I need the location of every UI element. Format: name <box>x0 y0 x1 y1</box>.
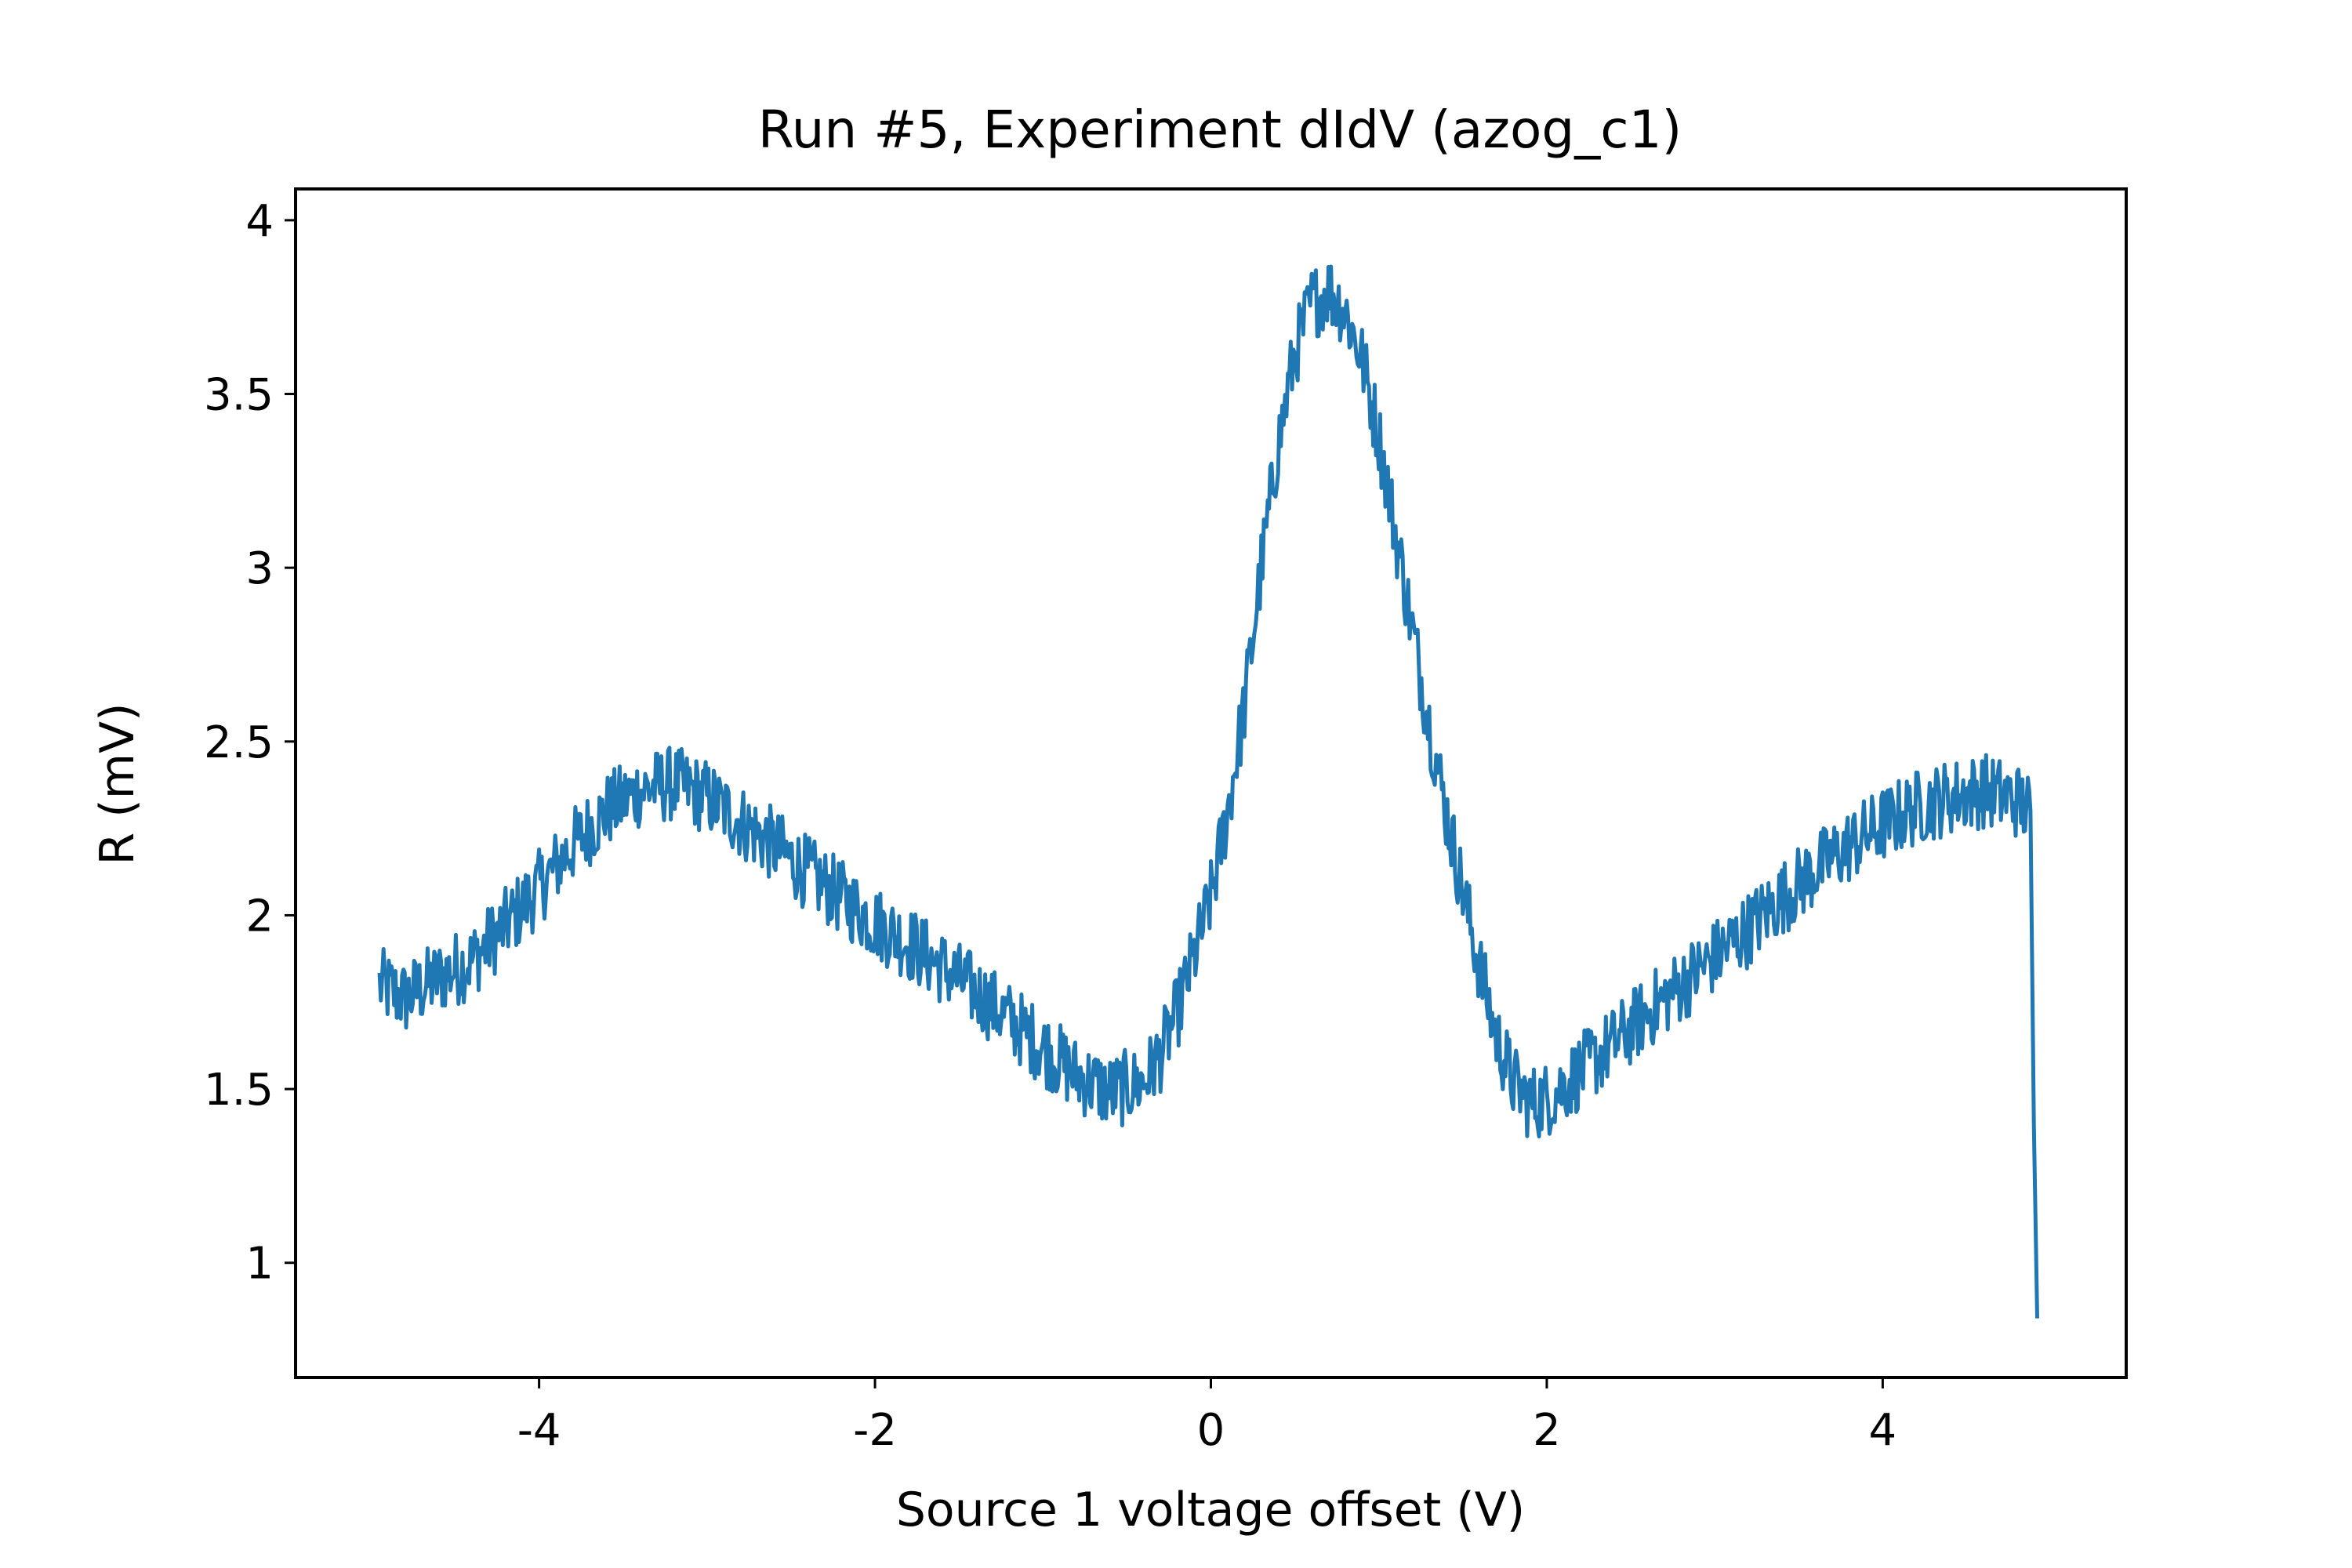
x-tick-label: 2 <box>1533 1405 1561 1456</box>
y-axis-label: R (mV) <box>90 702 145 865</box>
x-axis: -4 -2 0 2 4 <box>517 1377 1897 1456</box>
x-tick-label: -2 <box>853 1405 897 1456</box>
y-tick-label: 1 <box>245 1239 274 1290</box>
y-tick-label: 3.5 <box>204 370 274 421</box>
axes-frame <box>294 187 2128 1379</box>
y-tick-label: 2 <box>245 891 274 942</box>
y-tick-label: 1.5 <box>204 1065 274 1116</box>
y-tick-label: 2.5 <box>204 717 274 768</box>
x-tick-label: 0 <box>1197 1405 1225 1456</box>
x-tick-label: 4 <box>1869 1405 1897 1456</box>
plot-area <box>377 264 2039 1319</box>
y-tick-label: 4 <box>245 196 274 247</box>
x-axis-label: Source 1 voltage offset (V) <box>896 1483 1525 1537</box>
series-line <box>377 264 2039 1319</box>
y-axis: 1 1.5 2 2.5 3 3.5 4 <box>204 196 296 1290</box>
x-tick-label: -4 <box>517 1405 561 1456</box>
chart-title: Run #5, Experiment dIdV (azog_c1) <box>758 100 1682 160</box>
y-tick-label: 3 <box>245 543 274 594</box>
